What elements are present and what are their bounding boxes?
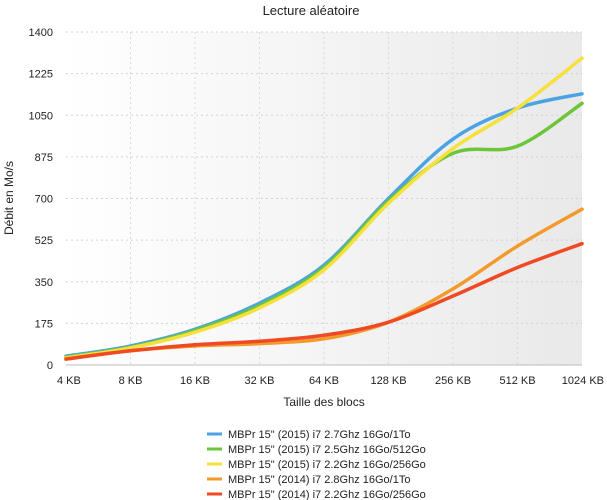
data-point — [193, 330, 197, 334]
data-point — [257, 339, 262, 343]
y-tick-label: 1050 — [29, 110, 53, 122]
series-line — [64, 56, 584, 360]
data-point — [322, 333, 326, 337]
data-point — [128, 349, 133, 353]
y-axis-ticks: 0 175 350 525 700 875 1050 1225 1400 — [29, 27, 53, 372]
legend-label: MBPr 15" (2014) i7 2.8Ghz 16Go/1To — [228, 474, 410, 486]
data-point — [451, 137, 455, 141]
data-point — [580, 207, 584, 211]
data-point — [128, 346, 133, 350]
data-point — [580, 56, 584, 60]
x-tick-label: 4 KB — [57, 375, 81, 387]
x-axis-label: Taille des blocs — [283, 395, 364, 409]
y-tick-label: 700 — [35, 194, 53, 206]
y-tick-label: 1400 — [29, 27, 53, 39]
data-point — [515, 265, 520, 270]
legend-label: MBPr 15" (2015) i7 2.2Ghz 16Go/256Go — [228, 459, 426, 471]
series-3 — [64, 56, 584, 360]
y-tick-label: 1225 — [29, 69, 53, 81]
data-point — [515, 144, 520, 148]
data-point — [451, 287, 455, 291]
x-tick-label: 8 KB — [119, 375, 143, 387]
legend: MBPr 15" (2015) i7 2.7Ghz 16Go/1To MBPr 1… — [207, 429, 426, 500]
legend-item: MBPr 15" (2014) i7 2.8Ghz 16Go/1To — [207, 474, 410, 486]
data-point — [451, 146, 455, 151]
data-point — [322, 268, 326, 272]
x-tick-label: 1024 KB — [562, 375, 604, 387]
y-tick-label: 350 — [35, 277, 53, 289]
x-tick-label: 512 KB — [499, 375, 535, 387]
x-tick-label: 32 KB — [245, 375, 275, 387]
gridlines — [66, 31, 582, 366]
legend-item: MBPr 15" (2015) i7 2.5Ghz 16Go/512Go — [207, 444, 426, 456]
data-point — [386, 320, 391, 324]
legend-label: MBPr 15" (2015) i7 2.5Ghz 16Go/512Go — [228, 444, 426, 456]
y-tick-label: 175 — [35, 318, 53, 330]
data-point — [580, 242, 584, 246]
legend-label: MBPr 15" (2014) i7 2.2Ghz 16Go/256Go — [228, 489, 426, 500]
x-tick-label: 64 KB — [309, 375, 339, 387]
data-point — [515, 106, 520, 110]
x-tick-label: 16 KB — [180, 375, 210, 387]
legend-item: MBPr 15" (2015) i7 2.2Ghz 16Go/256Go — [207, 459, 426, 471]
data-point — [322, 337, 326, 341]
y-tick-label: 0 — [47, 360, 53, 372]
data-point — [257, 306, 262, 310]
data-point — [386, 201, 391, 205]
data-point — [451, 294, 455, 298]
series-lines — [64, 56, 584, 361]
legend-item: MBPr 15" (2015) i7 2.7Ghz 16Go/1To — [207, 429, 410, 441]
data-point — [451, 151, 455, 155]
legend-item: MBPr 15" (2014) i7 2.2Ghz 16Go/256Go — [207, 489, 426, 500]
y-tick-label: 875 — [35, 152, 53, 164]
data-point — [580, 92, 584, 96]
data-point — [580, 101, 584, 105]
x-tick-label: 256 KB — [435, 375, 471, 387]
data-point — [64, 357, 68, 361]
data-point — [515, 244, 520, 248]
y-axis-label: Débit en Mo/s — [2, 161, 16, 235]
chart-title: Lecture aléatoire — [263, 3, 360, 18]
series-5 — [64, 241, 584, 361]
legend-label: MBPr 15" (2015) i7 2.7Ghz 16Go/1To — [228, 429, 410, 441]
x-axis-ticks: 4 KB 8 KB 16 KB 32 KB 64 KB 128 KB 256 KB 512 K… — [57, 375, 604, 387]
y-tick-label: 525 — [35, 235, 53, 247]
x-tick-label: 128 KB — [370, 375, 406, 387]
data-point — [193, 343, 197, 347]
